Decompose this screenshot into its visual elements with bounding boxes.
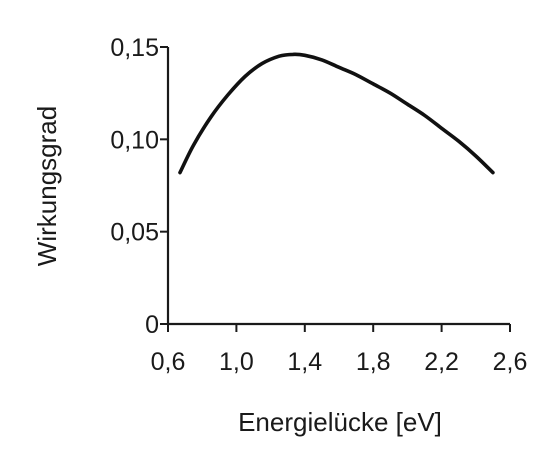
y-axis-label: Wirkungsgrad: [32, 106, 62, 266]
series: [178, 52, 495, 175]
x-tick-label: 1,8: [356, 348, 391, 376]
axes: [166, 47, 510, 326]
x-tick-label: 2,6: [493, 348, 528, 376]
y-tick-label: 0,10: [110, 126, 159, 154]
y-tick-label: 0,15: [110, 34, 159, 62]
efficiency-curve: [178, 52, 495, 175]
x-tick-label: 1,4: [287, 348, 322, 376]
x-tick-label: 0,6: [151, 348, 186, 376]
y-tick-label: 0,05: [110, 219, 159, 247]
x-tick-label: 2,2: [424, 348, 459, 376]
x-tick-label: 1,0: [219, 348, 254, 376]
tick-labels: 0,6 1,0 1,4 1,8 2,2 2,6 0 0,05 0,10 0,15: [110, 34, 527, 376]
ticks: [160, 46, 511, 332]
y-tick-label: 0: [145, 311, 159, 339]
x-axis-label: Energielücke [eV]: [238, 407, 442, 437]
